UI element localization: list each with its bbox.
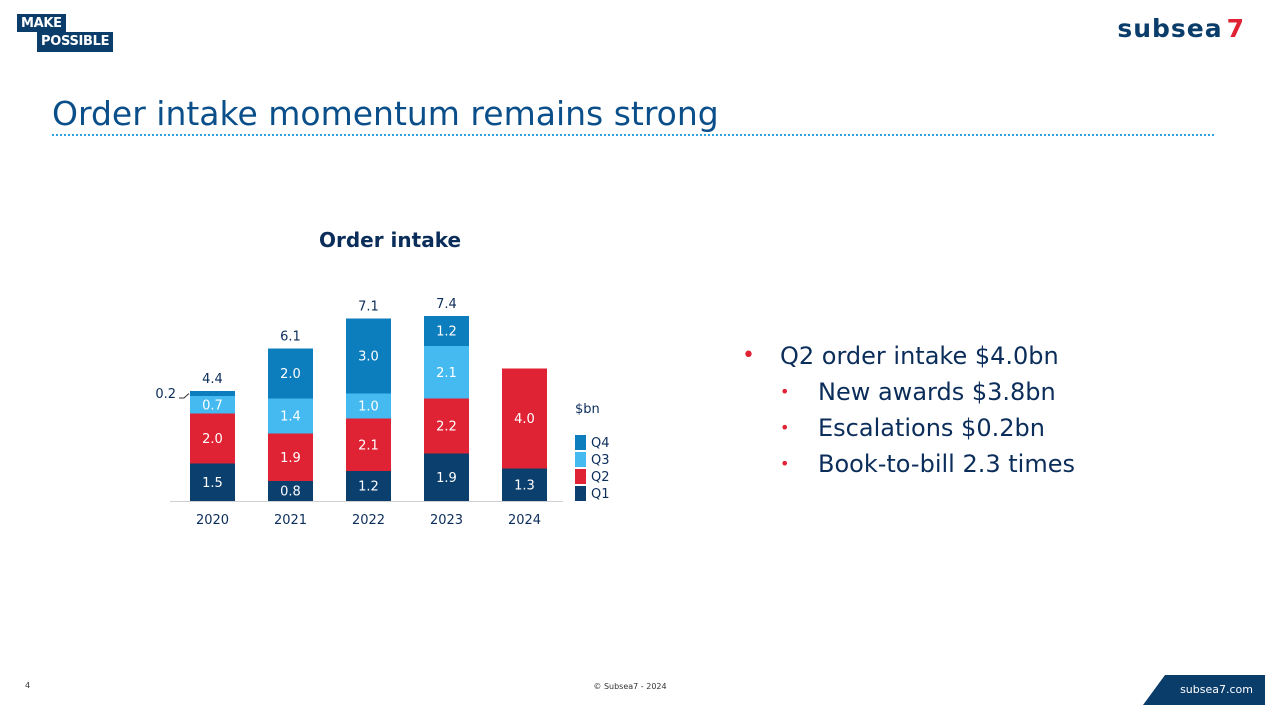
bullet-text: New awards $3.8bn	[818, 378, 1056, 406]
bar-2024-q1	[502, 468, 547, 501]
bar-2021-q4	[268, 348, 313, 399]
data-label-2020-q4: 0.2	[155, 387, 176, 402]
data-label-2022-q1: 1.2	[358, 480, 379, 495]
bar-2020-q4	[190, 391, 235, 396]
bar-2023-q3	[424, 346, 469, 399]
page-number: 4	[25, 681, 31, 690]
slide-title: Order intake momentum remains strong	[52, 94, 719, 133]
logo-line-2: POSSIBLE	[37, 32, 114, 52]
logo-line-1: MAKE	[17, 14, 66, 32]
title-divider	[52, 134, 1214, 136]
bullet-item: • Q2 order intake $4.0bn	[740, 338, 1075, 374]
total-label-2023: 7.4	[436, 297, 457, 312]
bullet-text: Q2 order intake $4.0bn	[780, 342, 1059, 370]
data-label-2022-q2: 2.1	[358, 438, 379, 453]
bar-2022-q2	[346, 418, 391, 471]
data-label-2020-q3: 0.7	[202, 398, 223, 413]
bullet-icon: •	[780, 382, 790, 401]
copyright-text: © Subsea7 - 2024	[593, 682, 667, 691]
unit-label: $bn	[575, 402, 600, 417]
legend-swatch-q3	[575, 452, 586, 467]
data-label-2023-q3: 2.1	[436, 366, 457, 381]
bar-2022-q1	[346, 471, 391, 501]
order-intake-chart: 1.5 2.0 0.7 0.2 4.4 2020 0.8 1.9 1.4 2.0 6.1 2021 1.…	[155, 297, 610, 528]
bullet-item: • Book-to-bill 2.3 times	[740, 446, 1075, 482]
x-tick-label-2021: 2021	[274, 513, 307, 528]
bar-2024-q2	[502, 368, 547, 469]
data-label-2024-q2: 4.0	[514, 412, 535, 427]
data-label-2023-q2: 2.2	[436, 420, 457, 435]
bullet-icon: •	[780, 418, 790, 437]
data-label-2023-q4: 1.2	[436, 325, 457, 340]
bar-2020-q1	[190, 463, 235, 501]
bar-2020-q3	[190, 396, 235, 414]
x-tick-label-2020: 2020	[196, 513, 229, 528]
brand-name: subsea	[1117, 14, 1223, 43]
bar-2022-q3	[346, 393, 391, 419]
bullet-icon: •	[780, 454, 790, 473]
data-label-2022-q3: 1.0	[358, 400, 379, 415]
data-label-2023-q1: 1.9	[436, 471, 457, 486]
bullet-text: Book-to-bill 2.3 times	[818, 450, 1075, 478]
data-label-2020-q2: 2.0	[202, 432, 223, 447]
data-label-2021-q4: 2.0	[280, 367, 301, 382]
legend-swatch-q4	[575, 435, 586, 450]
subsea7-logo: subsea 7	[1117, 14, 1245, 43]
footer-url[interactable]: subsea7.com	[1180, 683, 1253, 696]
leader-line-2020	[179, 393, 190, 399]
chart-title: Order intake	[318, 228, 462, 252]
bar-2021-q1	[268, 481, 313, 501]
bar-2022-q4	[346, 318, 391, 394]
bullet-text: Escalations $0.2bn	[818, 414, 1045, 442]
data-label-2020-q1: 1.5	[202, 476, 223, 491]
bar-2021-q3	[268, 398, 313, 434]
x-tick-label-2023: 2023	[430, 513, 463, 528]
bar-2023-q1	[424, 453, 469, 501]
x-tick-label-2024: 2024	[508, 513, 541, 528]
bullet-item: • New awards $3.8bn	[740, 374, 1075, 410]
make-possible-logo: MAKE POSSIBLE	[17, 12, 114, 52]
bar-2021-q2	[268, 433, 313, 481]
bullet-icon: •	[742, 343, 755, 368]
legend-label-q3: Q3	[591, 453, 610, 468]
data-label-2021-q1: 0.8	[280, 485, 301, 500]
total-label-2022: 7.1	[358, 300, 379, 315]
data-label-2021-q3: 1.4	[280, 410, 301, 425]
total-label-2021: 6.1	[280, 330, 301, 345]
footer-tab	[1143, 675, 1265, 705]
bullet-item: • Escalations $0.2bn	[740, 410, 1075, 446]
brand-number: 7	[1226, 14, 1245, 43]
legend-label-q4: Q4	[591, 436, 610, 451]
x-tick-label-2022: 2022	[352, 513, 385, 528]
data-label-2022-q4: 3.0	[358, 350, 379, 365]
legend-label-q2: Q2	[591, 470, 610, 485]
key-points-list: • Q2 order intake $4.0bn • New awards $3.8b…	[740, 338, 1075, 482]
bar-2020-q2	[190, 413, 235, 464]
bar-2023-q2	[424, 398, 469, 454]
data-label-2021-q2: 1.9	[280, 451, 301, 466]
legend-swatch-q1	[575, 486, 586, 501]
bar-2023-q4	[424, 316, 469, 346]
legend-label-q1: Q1	[591, 487, 610, 502]
data-label-2024-q1: 1.3	[514, 478, 535, 493]
legend-swatch-q2	[575, 469, 586, 484]
total-label-2020: 4.4	[202, 372, 223, 387]
